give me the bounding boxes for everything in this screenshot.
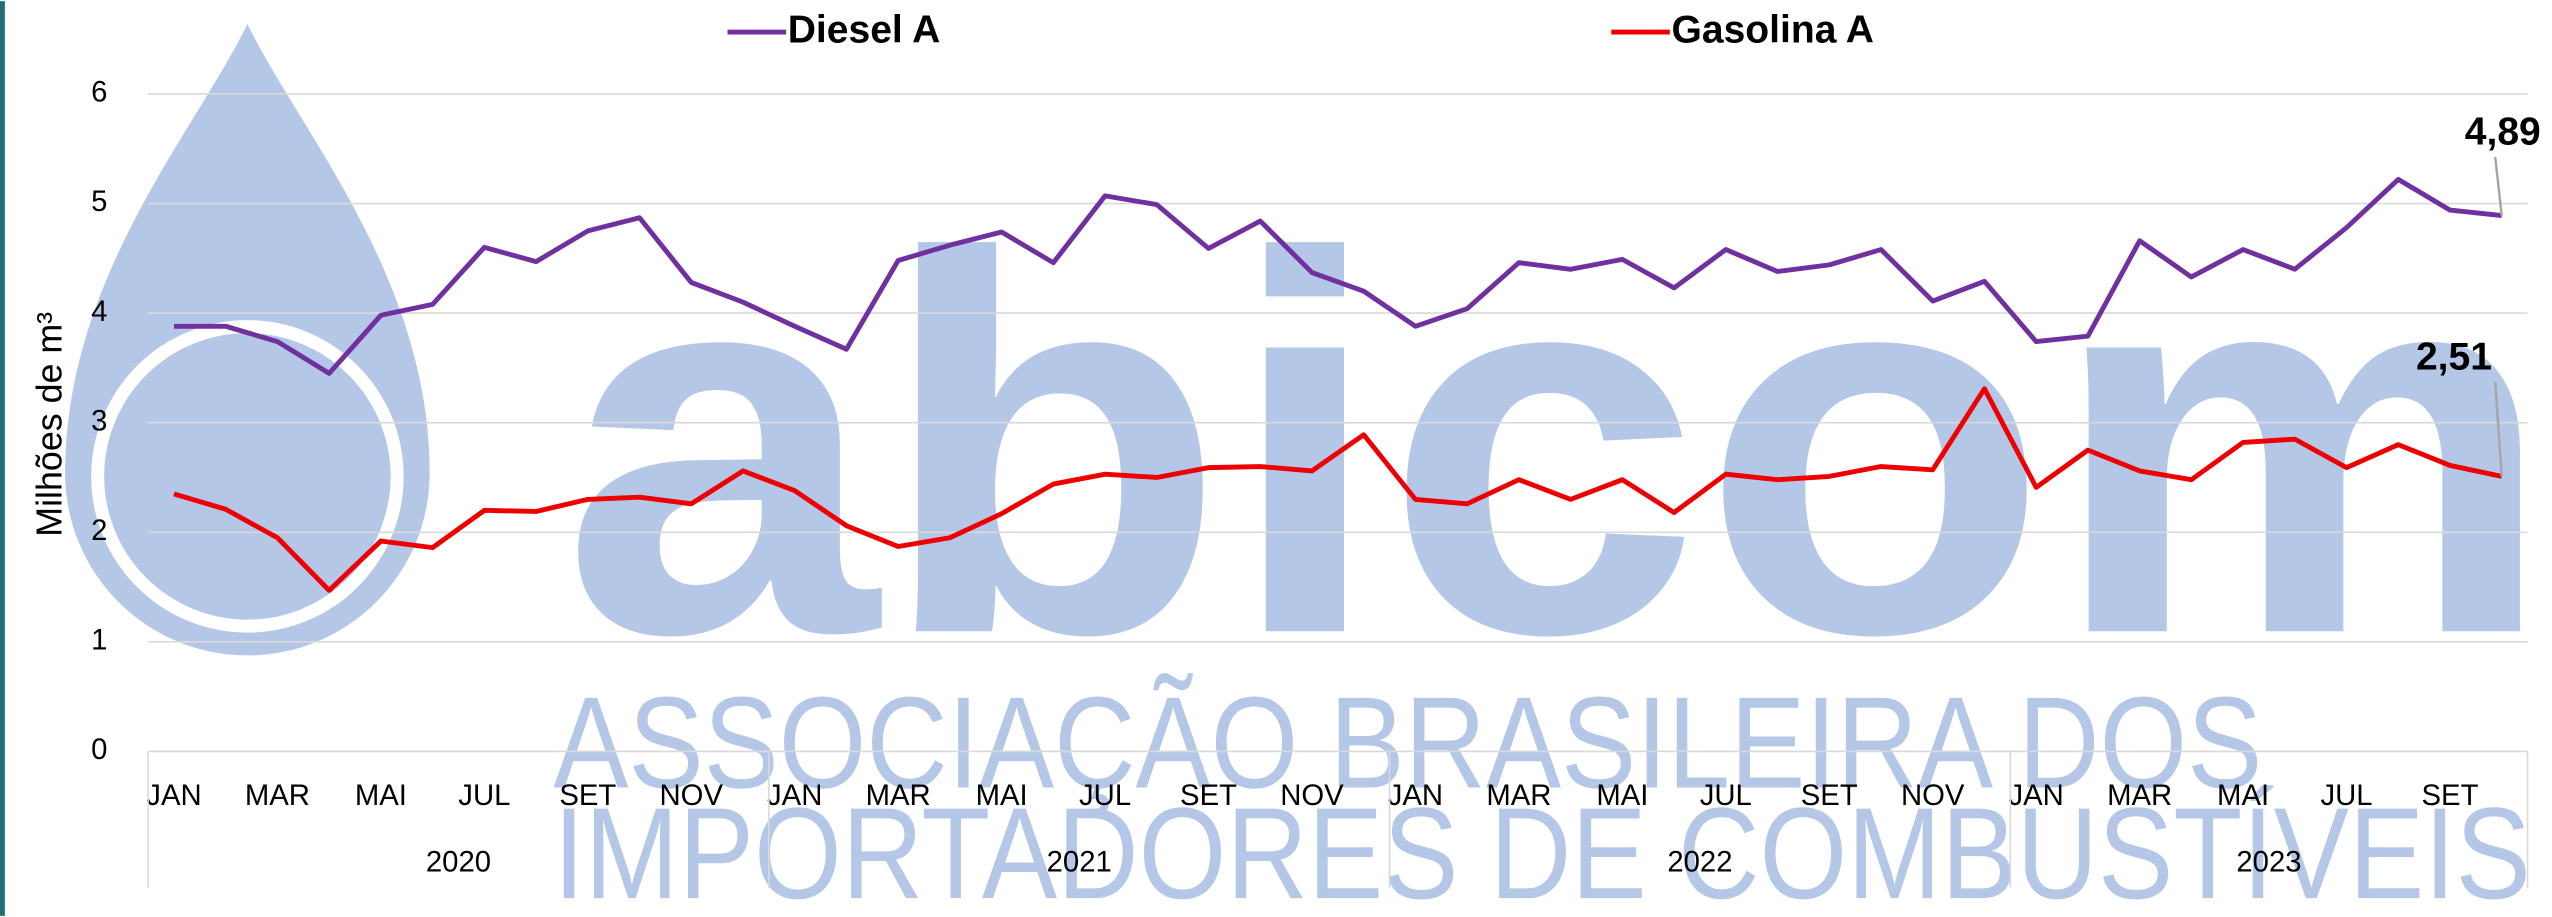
series-line xyxy=(173,176,2502,376)
x-tick-label: JAN xyxy=(2009,779,2064,812)
x-tick-label: JUL xyxy=(1700,779,1752,812)
x-tick-label: MAI xyxy=(1596,779,1648,812)
year-label: 2021 xyxy=(1047,845,1112,878)
year-label: 2023 xyxy=(2236,845,2301,878)
year-label: 2020 xyxy=(426,845,491,878)
x-tick-label: NOV xyxy=(660,779,724,812)
x-tick-label: MAI xyxy=(355,779,407,812)
x-tick-label: JAN xyxy=(767,779,822,812)
x-tick-label: JUL xyxy=(1079,779,1131,812)
x-tick-label: MAR xyxy=(866,779,931,812)
logo-globe xyxy=(91,320,404,633)
data-label: 4,89 xyxy=(2465,111,2541,154)
x-tick-label: SET xyxy=(1180,779,1237,812)
series-line xyxy=(173,386,2503,593)
label-leader xyxy=(2493,156,2503,216)
x-tick-label: NOV xyxy=(1280,779,1344,812)
legend-label: Gasolina A xyxy=(1671,8,1874,51)
watermark-line: ASSOCIAÇÃO BRASILEIRA DOS xyxy=(553,669,2262,815)
left-border xyxy=(0,1,5,916)
label-leader xyxy=(2493,381,2503,477)
logo-drop xyxy=(65,23,430,656)
x-tick-label: NOV xyxy=(1901,779,1965,812)
x-tick-label: SET xyxy=(559,779,616,812)
y-tick-label: 4 xyxy=(91,295,107,328)
y-tick-label: 3 xyxy=(91,404,107,437)
y-tick-label: 0 xyxy=(91,733,107,766)
x-tick-label: JUL xyxy=(458,779,510,812)
y-tick-label: 6 xyxy=(91,76,107,109)
x-tick-label: MAI xyxy=(2217,779,2269,812)
watermark-line: IMPORTADORES DE COMBUSTÍVEIS xyxy=(553,780,2530,917)
x-tick-label: MAR xyxy=(2107,779,2172,812)
year-label: 2022 xyxy=(1667,845,1732,878)
legend-label: Diesel A xyxy=(788,8,941,51)
y-tick-label: 1 xyxy=(91,624,107,657)
y-tick-label: 2 xyxy=(91,514,107,547)
x-tick-label: MAR xyxy=(245,779,310,812)
x-tick-label: MAI xyxy=(976,779,1028,812)
x-tick-label: SET xyxy=(1801,779,1858,812)
watermark: abicom ASSOCIAÇÃO BRASILEIRA DOS IMPORTA… xyxy=(65,23,2552,917)
x-tick-label: SET xyxy=(2422,779,2479,812)
x-tick-label: MAR xyxy=(1486,779,1551,812)
x-tick-label: JAN xyxy=(1388,779,1443,812)
x-tick-label: JUL xyxy=(2321,779,2373,812)
y-axis-label: Milhões de m³ xyxy=(30,312,70,537)
y-tick-label: 5 xyxy=(91,185,107,218)
data-label: 2,51 xyxy=(2416,336,2492,379)
x-tick-label: JAN xyxy=(146,779,201,812)
watermark-logo: abicom xyxy=(562,145,2552,745)
